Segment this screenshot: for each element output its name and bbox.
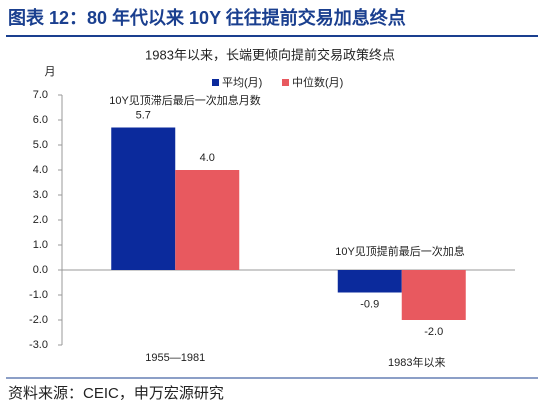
- y-tick-label: -1.0: [29, 289, 48, 301]
- value-label: -2.0: [424, 326, 443, 338]
- legend-label: 平均(月): [222, 76, 262, 89]
- bar: [175, 170, 240, 270]
- y-tick-label: 3.0: [33, 189, 48, 201]
- y-tick-label: 7.0: [33, 89, 48, 101]
- y-tick-label: 0.0: [33, 264, 48, 276]
- chart-subtitle: 1983年以来，长端更倾向提前交易政策终点: [145, 47, 395, 62]
- y-tick-label: -3.0: [29, 339, 48, 351]
- source: 资料来源：CEIC，申万宏源研究: [8, 385, 224, 402]
- y-axis-label: 月: [45, 66, 56, 78]
- bar: [111, 127, 176, 270]
- legend-swatch: [212, 79, 219, 86]
- x-tick-label: 1983年以来: [388, 355, 445, 369]
- y-tick-label: -2.0: [29, 314, 48, 326]
- x-tick-label: 1955—1981: [145, 352, 205, 364]
- value-label: -0.9: [360, 298, 379, 310]
- value-label: 5.7: [136, 109, 151, 121]
- annotation: 10Y见顶提前最后一次加息: [335, 244, 465, 258]
- annotation: 10Y见顶滞后最后一次加息月数: [109, 93, 261, 107]
- y-tick-label: 5.0: [33, 139, 48, 151]
- page-title: 图表 12：80 年代以来 10Y 往往提前交易加息终点: [8, 7, 406, 28]
- y-tick-label: 2.0: [33, 214, 48, 226]
- legend-label: 中位数(月): [292, 75, 343, 89]
- y-tick-label: 6.0: [33, 114, 48, 126]
- y-tick-label: 1.0: [33, 239, 48, 251]
- bar: [337, 270, 402, 293]
- y-tick-label: 4.0: [33, 164, 48, 176]
- bar: [401, 270, 466, 320]
- value-label: 4.0: [200, 152, 215, 164]
- legend-swatch: [282, 79, 289, 86]
